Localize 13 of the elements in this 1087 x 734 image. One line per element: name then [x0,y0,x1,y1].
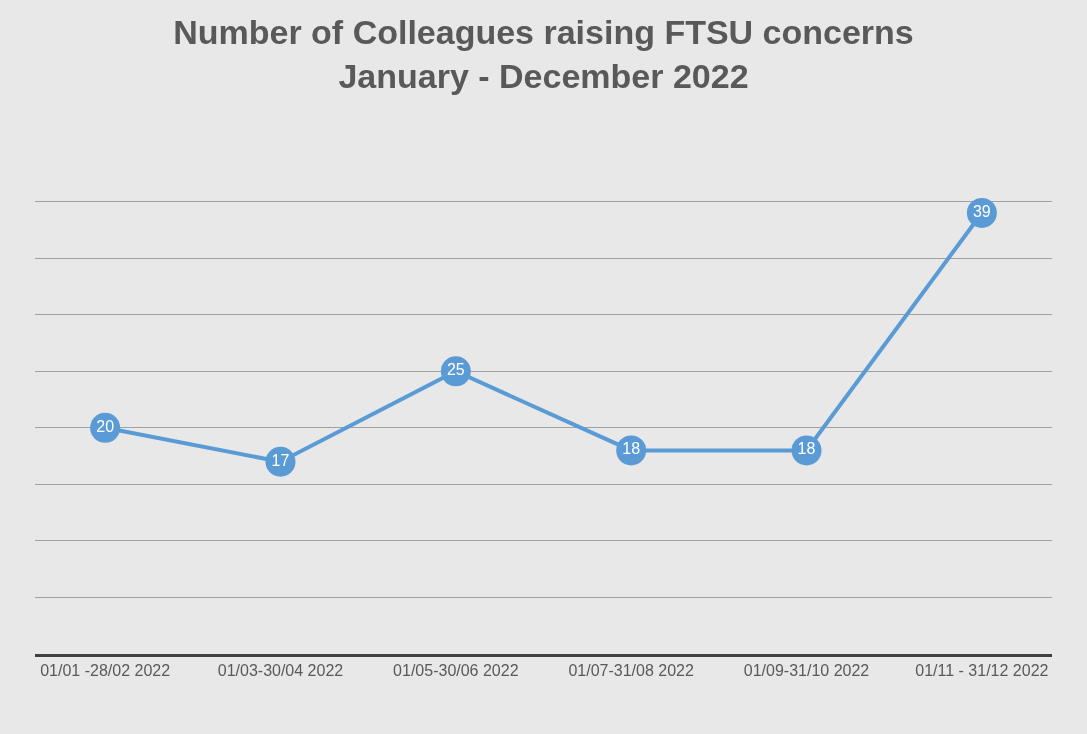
data-label: 18 [797,440,816,458]
x-tick-label: 01/09-31/10 2022 [743,662,870,680]
x-tick-label: 01/07-31/08 2022 [568,662,694,680]
data-label: 18 [622,440,641,458]
data-label: 39 [972,202,991,220]
chart-title: Number of Colleagues raising FTSU concerns January - December 2022 [173,13,914,96]
x-tick-label: 01/01 -28/02 2022 [40,662,171,680]
x-tick-label: 01/03-30/04 2022 [217,662,344,680]
data-label: 20 [96,417,115,435]
x-tick-label: 01/05-30/06 2022 [393,662,519,680]
data-label: 17 [271,451,290,469]
x-tick-label: 01/11 - 31/12 2022 [915,662,1049,680]
data-label: 25 [446,361,465,379]
